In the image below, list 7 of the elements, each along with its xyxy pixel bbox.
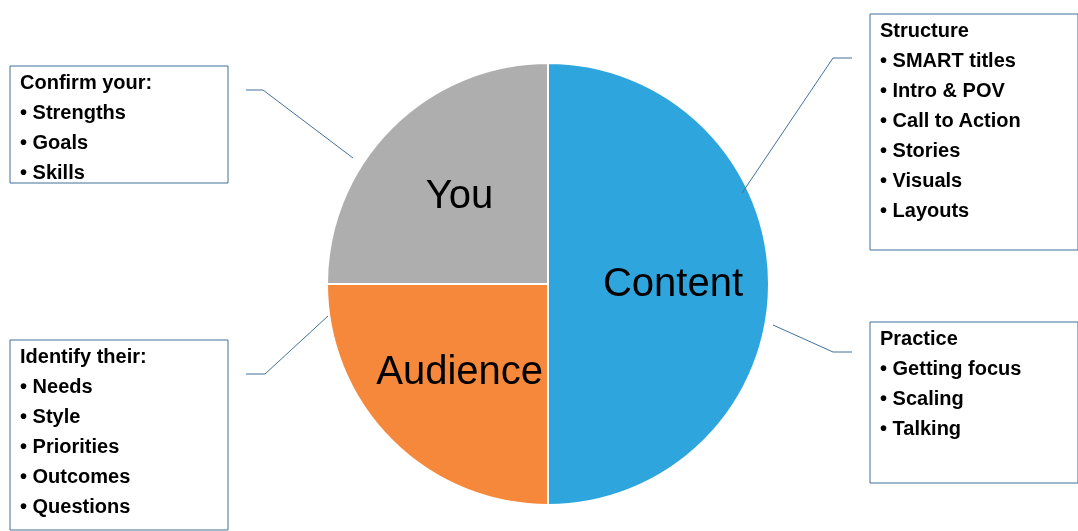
slice-label: You (425, 171, 494, 216)
slice-label: Content (602, 260, 744, 304)
text: Confirm your: • Strengths • Goals • Skills (20, 71, 153, 183)
text: Identify their: • Needs • Style • Priorities • Outcomes • Questions (20, 345, 147, 517)
slice-label: Audience (376, 348, 544, 393)
text: Practice • Getting focus • Scaling • Talking (880, 327, 1022, 439)
text: Structure • SMART titles • Intro & POV • Call to Action • Stories • Visuals • Layouts (880, 19, 1021, 221)
